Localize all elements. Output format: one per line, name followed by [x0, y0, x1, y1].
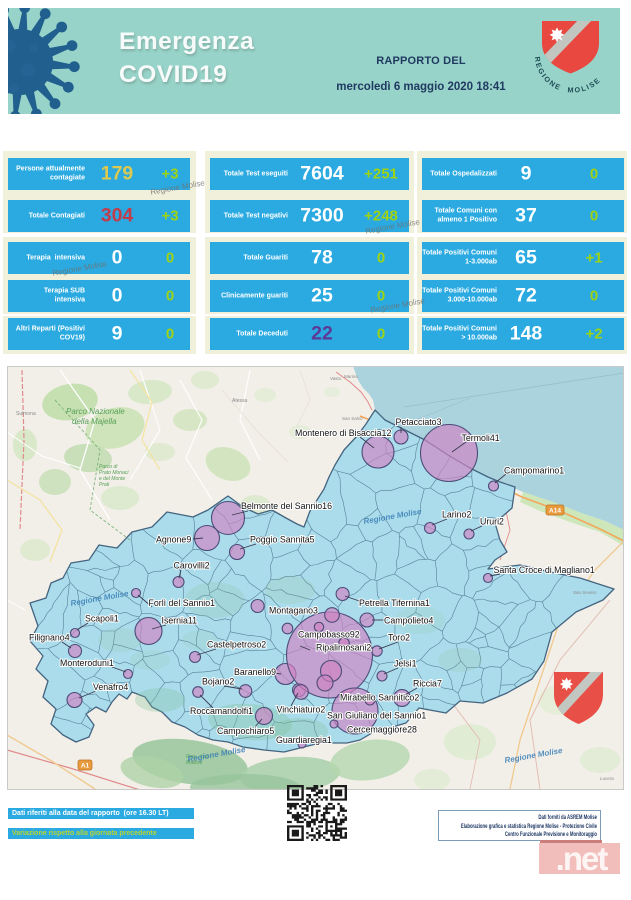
svg-text:Petacciato3: Petacciato3	[396, 417, 442, 427]
svg-text:Forlì del Sannio1: Forlì del Sannio1	[149, 598, 216, 608]
svg-text:Sulmona: Sulmona	[16, 411, 36, 417]
svg-text:Monteroduni1: Monteroduni1	[60, 658, 114, 668]
svg-text:A1: A1	[81, 763, 90, 770]
svg-text:Parco Nazionale: Parco Nazionale	[66, 407, 125, 416]
svg-text:Isernia11: Isernia11	[162, 616, 198, 626]
svg-text:Belmonte del Sannio16: Belmonte del Sannio16	[241, 501, 332, 511]
svg-text:Scapoli1: Scapoli1	[85, 614, 119, 624]
svg-text:Campomarino1: Campomarino1	[504, 466, 564, 476]
svg-text:Cercemaggiore28: Cercemaggiore28	[347, 725, 417, 735]
svg-text:Ripalimosani2: Ripalimosani2	[316, 643, 371, 653]
svg-text:Bojano2: Bojano2	[202, 677, 234, 687]
svg-text:Prato Monaci: Prato Monaci	[99, 470, 129, 476]
svg-text:Campobasso92: Campobasso92	[298, 630, 360, 640]
svg-text:Carovilli2: Carovilli2	[174, 561, 210, 571]
svg-text:Prov...lmo: Prov...lmo	[186, 754, 208, 760]
svg-text:A14: A14	[549, 508, 561, 515]
svg-text:Campolieto4: Campolieto4	[384, 616, 433, 626]
svg-text:Larino2: Larino2	[442, 510, 471, 520]
svg-text:Guardiaregia1: Guardiaregia1	[276, 735, 332, 745]
svg-text:Baranello9: Baranello9	[234, 667, 276, 677]
svg-text:Mirabello Sannitico2: Mirabello Sannitico2	[340, 693, 419, 703]
svg-text:Atessa: Atessa	[232, 398, 248, 404]
svg-text:San Severo: San Severo	[573, 590, 597, 595]
svg-text:Agnone9: Agnone9	[156, 535, 191, 545]
svg-text:Toro2: Toro2	[388, 633, 410, 643]
svg-text:San Giuliano del Sannio1: San Giuliano del Sannio1	[327, 711, 426, 721]
svg-text:Campochiaro5: Campochiaro5	[217, 726, 274, 736]
svg-text:Petrella Tifernina1: Petrella Tifernina1	[359, 598, 430, 608]
svg-text:Riccia7: Riccia7	[413, 679, 442, 689]
svg-text:Prati: Prati	[99, 482, 110, 488]
svg-text:San Salvo: San Salvo	[342, 416, 363, 421]
svg-text:Termoli41: Termoli41	[462, 433, 500, 443]
svg-text:Montagano3: Montagano3	[269, 606, 318, 616]
svg-text:Santa Croce di Magliano1: Santa Croce di Magliano1	[494, 565, 595, 575]
svg-text:Vinchiaturo2: Vinchiaturo2	[277, 705, 326, 715]
svg-text:Venafro4: Venafro4	[93, 682, 128, 692]
svg-text:Ururi2: Ururi2	[480, 517, 504, 527]
svg-text:Castelpetroso2: Castelpetroso2	[207, 640, 266, 650]
svg-text:e del Monte: e del Monte	[99, 476, 125, 482]
svg-text:Roccamandolfi1: Roccamandolfi1	[190, 706, 253, 716]
svg-text:Montenero di Bisaccia12: Montenero di Bisaccia12	[295, 428, 391, 438]
svg-text:Marina: Marina	[344, 374, 358, 379]
svg-text:Vasto: Vasto	[330, 376, 342, 381]
svg-text:Parco di: Parco di	[99, 464, 118, 470]
svg-text:della Majella: della Majella	[72, 417, 117, 426]
svg-text:Jelsi1: Jelsi1	[394, 659, 417, 669]
svg-text:Filignano4: Filignano4	[29, 633, 70, 643]
svg-text:Lucera: Lucera	[600, 776, 614, 781]
svg-text:Poggio Sannita5: Poggio Sannita5	[250, 535, 315, 545]
svg-text:Matese: Matese	[186, 760, 203, 766]
